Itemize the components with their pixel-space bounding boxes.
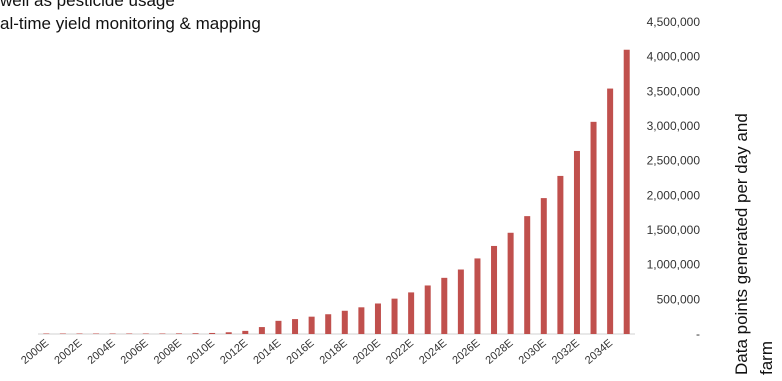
x-tick-label-2006E: 2006E xyxy=(119,337,151,367)
bar-2025E xyxy=(457,269,464,334)
bar-2011E xyxy=(225,332,232,334)
x-tick-label-2026E: 2026E xyxy=(450,337,482,367)
x-tick-label-2008E: 2008E xyxy=(152,337,184,367)
y-tick-label-1000000: 1,000,000 xyxy=(647,258,701,272)
y-tick-label-0: - xyxy=(696,327,700,341)
x-tick-label-2004E: 2004E xyxy=(85,337,117,367)
y-tick-label-2000000: 2,000,000 xyxy=(647,188,701,202)
bar-2013E xyxy=(258,327,265,334)
bar-2029E xyxy=(524,216,531,334)
bar-2005E xyxy=(126,333,133,334)
y-tick-label-500000: 500,000 xyxy=(657,292,701,306)
bar-2023E xyxy=(424,285,431,334)
bar-2009E xyxy=(192,333,199,334)
bar-2006E xyxy=(142,333,149,334)
x-tick-label-2030E: 2030E xyxy=(517,337,549,367)
bar-2000E xyxy=(43,333,50,334)
bar-2034E xyxy=(607,88,614,334)
bar-2008E xyxy=(175,333,182,334)
y-axis-label-line-2: farm xyxy=(757,341,776,375)
bar-2004E xyxy=(109,333,116,334)
x-tick-label-2020E: 2020E xyxy=(351,337,383,367)
x-tick-label-2012E: 2012E xyxy=(218,337,250,367)
y-tick-label-3000000: 3,000,000 xyxy=(647,119,701,133)
bar-2027E xyxy=(491,245,498,334)
bar-2018E xyxy=(341,310,348,334)
bar-2007E xyxy=(159,333,166,334)
y-axis-label-line-1: Data points generated per day and xyxy=(732,113,751,375)
bar-2031E xyxy=(557,175,564,334)
x-tick-label-2024E: 2024E xyxy=(417,337,449,367)
bar-2015E xyxy=(292,319,299,334)
x-tick-label-2000E: 2000E xyxy=(19,337,51,367)
bar-2017E xyxy=(325,314,332,334)
y-tick-label-4000000: 4,000,000 xyxy=(647,50,701,64)
bar-2016E xyxy=(308,316,315,334)
bar-2020E xyxy=(374,303,381,334)
caption-line-2: al-time yield monitoring & mapping xyxy=(0,14,261,33)
y-tick-label-2500000: 2,500,000 xyxy=(647,154,701,168)
y-tick-label-3500000: 3,500,000 xyxy=(647,84,701,98)
x-tick-label-2010E: 2010E xyxy=(185,337,217,367)
x-tick-label-2028E: 2028E xyxy=(483,337,515,367)
x-tick-label-2014E: 2014E xyxy=(251,337,283,367)
y-tick-label-4500000: 4,500,000 xyxy=(647,15,701,29)
bar-2032E xyxy=(573,150,580,334)
bar-2003E xyxy=(93,333,100,334)
bar-2026E xyxy=(474,258,481,334)
bar-2019E xyxy=(358,307,365,334)
x-tick-label-2034E: 2034E xyxy=(583,337,615,367)
bar-2002E xyxy=(76,333,83,334)
bar-2021E xyxy=(391,298,398,334)
x-tick-label-2002E: 2002E xyxy=(52,337,84,367)
bar-2024E xyxy=(441,277,448,334)
bar-2035E xyxy=(623,49,630,334)
bar-2033E xyxy=(590,121,597,334)
x-tick-label-2022E: 2022E xyxy=(384,337,416,367)
bar-2001E xyxy=(59,333,66,334)
y-tick-label-1500000: 1,500,000 xyxy=(647,223,701,237)
bar-2012E xyxy=(242,330,249,334)
bar-2010E xyxy=(209,332,216,334)
x-tick-label-2016E: 2016E xyxy=(284,337,316,367)
bar-2028E xyxy=(507,232,514,334)
bar-2022E xyxy=(408,292,415,334)
x-tick-label-2032E: 2032E xyxy=(550,337,582,367)
bar-2030E xyxy=(540,198,547,334)
caption-line-1: well as pesticide usage xyxy=(0,0,175,10)
x-tick-label-2018E: 2018E xyxy=(318,337,350,367)
bar-2014E xyxy=(275,320,282,334)
